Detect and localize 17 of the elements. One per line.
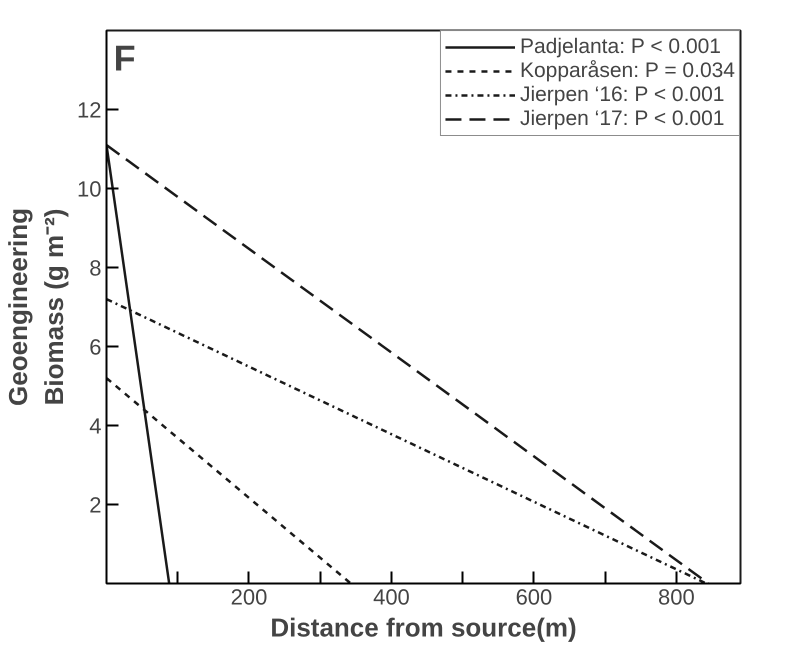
y-tick-label: 12 — [77, 98, 102, 122]
y-tick-label: 6 — [89, 334, 102, 360]
legend-label: Jierpen ‘17: P < 0.001 — [520, 107, 724, 131]
y-axis-title: Geoengineering Biomass (g m⁻²) — [3, 208, 70, 406]
x-tick-label: 600 — [516, 584, 552, 610]
legend-label: Kopparåsen: P = 0.034 — [520, 59, 735, 83]
x-tick-label: 200 — [230, 584, 268, 610]
y-tick-label: 8 — [89, 256, 102, 280]
x-axis-title: Distance from source(m) — [270, 612, 577, 642]
legend-label: Jierpen ‘16: P < 0.001 — [520, 83, 724, 107]
y-tick-label: 4 — [89, 414, 102, 438]
y-tick-label: 10 — [77, 176, 102, 202]
annotation: F — [114, 38, 136, 78]
y-tick-label: 2 — [89, 492, 102, 518]
x-tick-label: 400 — [373, 584, 410, 610]
legend-label: Padjelanta: P < 0.001 — [520, 35, 721, 59]
x-tick-label: 800 — [658, 584, 695, 610]
